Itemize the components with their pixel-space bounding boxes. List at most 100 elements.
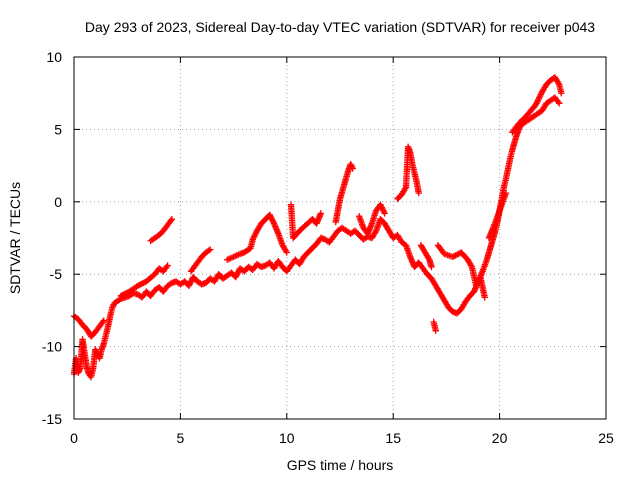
data-point [472, 282, 480, 289]
data-point [164, 262, 171, 269]
data-point [252, 230, 259, 237]
x-axis-label: GPS time / hours [287, 457, 394, 473]
data-point [372, 229, 379, 236]
data-point [380, 207, 387, 214]
data-point [558, 90, 565, 97]
data-point [266, 211, 273, 219]
data-point [533, 98, 541, 106]
data-point [317, 210, 325, 217]
data-point [134, 282, 142, 289]
data-point [536, 94, 543, 101]
tick-labels: 0 5 10 15 20 25 -15 -10 -5 0 5 10 [42, 49, 614, 446]
data-point [233, 271, 241, 278]
plot-frame [73, 56, 607, 420]
data-point [120, 291, 127, 298]
data-point [76, 366, 83, 373]
data-point [267, 214, 275, 221]
data-point [187, 279, 194, 287]
data-point [268, 215, 276, 223]
data-point [234, 269, 242, 276]
data-point [451, 252, 458, 260]
data-point [452, 252, 459, 259]
data-point [187, 278, 195, 285]
data-point [167, 280, 174, 288]
data-point [250, 234, 257, 242]
series-upper-segments [70, 74, 565, 340]
x-tick-label: 20 [492, 430, 508, 446]
data-point [136, 281, 143, 289]
data-point [163, 263, 170, 271]
data-point [536, 92, 544, 100]
data-point [554, 98, 562, 106]
data-point [92, 346, 99, 353]
data-point [377, 202, 385, 210]
data-point [467, 262, 475, 269]
data-point [75, 368, 83, 375]
data-point [121, 290, 129, 297]
data-point [537, 91, 544, 98]
data-point [116, 296, 123, 303]
data-points [70, 74, 565, 381]
data-point [123, 289, 130, 297]
data-point [481, 294, 488, 301]
data-point [378, 204, 386, 211]
y-tick-label: 5 [54, 121, 62, 137]
data-point [140, 279, 147, 287]
data-point [267, 213, 274, 220]
data-point [449, 253, 456, 261]
data-point [137, 281, 144, 288]
data-point [186, 281, 193, 288]
data-point [251, 231, 259, 239]
x-tick-label: 5 [177, 430, 185, 446]
data-point [168, 215, 176, 223]
data-point [555, 100, 563, 107]
data-point [348, 162, 355, 169]
data-point [377, 201, 384, 208]
data-point [380, 208, 388, 216]
data-point [75, 369, 82, 376]
axis-ticks [73, 56, 607, 420]
data-point [100, 317, 107, 324]
data-point [283, 249, 290, 256]
y-tick-label: 0 [54, 194, 62, 210]
y-tick-label: -10 [42, 339, 62, 355]
y-tick-label: 10 [46, 49, 62, 65]
data-point [117, 292, 125, 300]
data-point [401, 185, 409, 192]
data-point [250, 233, 258, 240]
data-point [185, 282, 193, 289]
data-point [99, 318, 106, 326]
data-point [432, 327, 439, 334]
x-tick-label: 10 [279, 430, 295, 446]
data-point [109, 304, 116, 311]
data-point [270, 218, 277, 226]
data-point [233, 272, 240, 279]
data-point [167, 217, 175, 224]
data-point [534, 97, 542, 104]
data-point [474, 279, 481, 287]
data-point [282, 247, 290, 255]
data-point [502, 189, 510, 197]
data-point [232, 273, 239, 281]
data-point [532, 101, 539, 108]
x-tick-label: 0 [70, 430, 78, 446]
data-point [535, 95, 542, 103]
y-tick-label: -5 [50, 266, 63, 282]
data-point [381, 210, 388, 217]
data-point [453, 251, 461, 258]
data-point [555, 79, 562, 87]
data-point [425, 255, 432, 262]
y-tick-label: -15 [42, 411, 62, 427]
data-point [349, 165, 356, 172]
chart-title: Day 293 of 2023, Sidereal Day-to-day VTE… [85, 19, 595, 35]
data-point [415, 189, 422, 197]
data-point [347, 160, 354, 168]
data-point [205, 247, 212, 254]
x-tick-label: 15 [385, 430, 401, 446]
data-point [348, 163, 356, 171]
x-tick-label: 25 [598, 430, 614, 446]
y-axis-label: SDTVAR / TECUs [7, 182, 23, 294]
data-point [533, 100, 540, 107]
data-point [119, 291, 126, 299]
